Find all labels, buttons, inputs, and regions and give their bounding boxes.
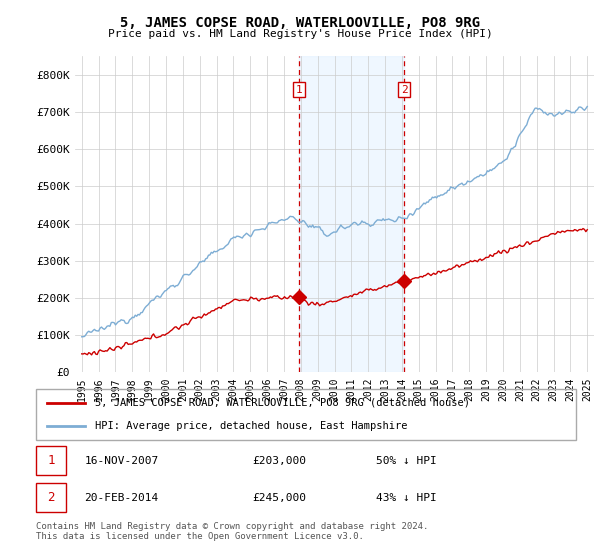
Text: Price paid vs. HM Land Registry's House Price Index (HPI): Price paid vs. HM Land Registry's House … [107, 29, 493, 39]
Text: 2: 2 [401, 85, 407, 95]
Text: 43% ↓ HPI: 43% ↓ HPI [376, 493, 437, 502]
Bar [299, 56, 404, 372]
Text: 5, JAMES COPSE ROAD, WATERLOOVILLE, PO8 9RG: 5, JAMES COPSE ROAD, WATERLOOVILLE, PO8 … [120, 16, 480, 30]
Text: 1: 1 [47, 454, 55, 467]
Text: 50% ↓ HPI: 50% ↓ HPI [376, 455, 437, 465]
Text: 5, JAMES COPSE ROAD, WATERLOOVILLE, PO8 9RG (detached house): 5, JAMES COPSE ROAD, WATERLOOVILLE, PO8 … [95, 398, 470, 408]
Text: Contains HM Land Registry data © Crown copyright and database right 2024.
This d: Contains HM Land Registry data © Crown c… [36, 522, 428, 542]
Bar [36, 483, 66, 512]
Text: £203,000: £203,000 [252, 455, 306, 465]
Text: HPI: Average price, detached house, East Hampshire: HPI: Average price, detached house, East… [95, 421, 408, 431]
Bar [36, 446, 66, 475]
Text: 1: 1 [295, 85, 302, 95]
Text: 2: 2 [47, 491, 55, 504]
Text: 20-FEB-2014: 20-FEB-2014 [85, 493, 159, 502]
Text: 16-NOV-2007: 16-NOV-2007 [85, 455, 159, 465]
Text: £245,000: £245,000 [252, 493, 306, 502]
